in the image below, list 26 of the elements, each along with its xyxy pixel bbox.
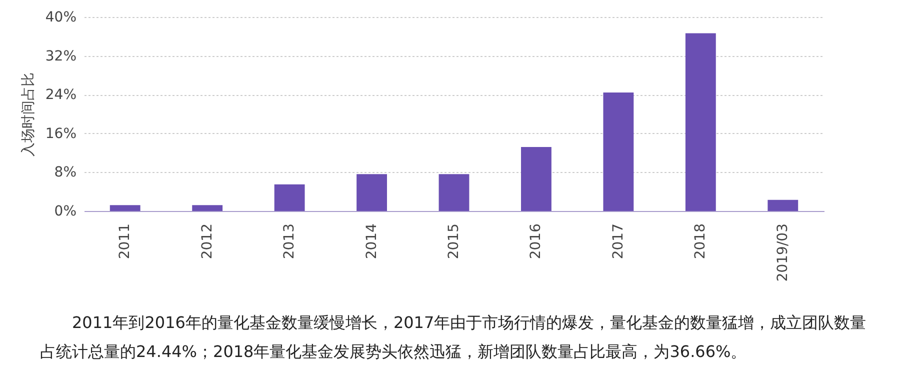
y-axis-title: 入场时间占比 <box>20 72 36 156</box>
y-tick-label: 32% <box>45 48 76 64</box>
bar <box>110 205 140 211</box>
bar <box>768 200 798 211</box>
y-tick-label: 8% <box>54 164 76 181</box>
x-tick-label: 2011 <box>117 224 134 260</box>
y-tick-label: 40% <box>45 10 76 26</box>
x-tick-label: 2015 <box>446 224 462 260</box>
y-tick-label: 16% <box>45 126 76 142</box>
x-tick-label: 2017 <box>610 224 626 260</box>
bar <box>192 205 223 211</box>
x-tick-label: 2014 <box>364 223 380 260</box>
x-tick-label: 2013 <box>282 224 298 260</box>
x-tick-label: 2012 <box>199 224 216 260</box>
y-tick-label: 0% <box>54 204 76 220</box>
bar <box>438 174 470 211</box>
bar <box>356 174 387 211</box>
bar <box>685 33 716 211</box>
bar <box>521 146 552 211</box>
y-tick-label: 24% <box>45 87 76 104</box>
x-tick-label: 2016 <box>528 223 544 260</box>
bar <box>603 92 634 211</box>
x-tick-label: 2019/03 <box>774 224 791 282</box>
text: 2011年到2016年的量化基金数量缓慢增长，2017年由于市场行情的爆发，量化基金的数量猛增，成立团队数量占统计总量的24.44%；2018年量化基金发展势头依然迅猛，新增团队数量占比最高，为36.66%。 <box>40 312 868 363</box>
bar <box>274 184 305 211</box>
x-tick-label: 2018 <box>692 224 709 260</box>
